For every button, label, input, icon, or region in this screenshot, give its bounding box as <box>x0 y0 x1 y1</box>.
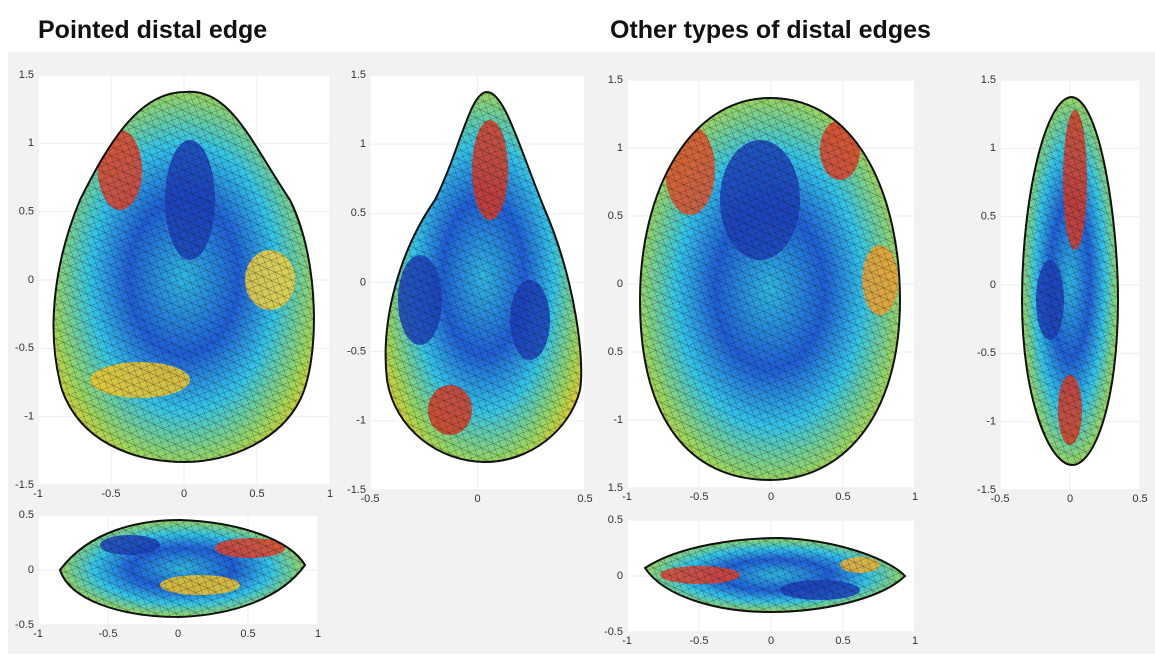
x-tick-label: -0.5 <box>99 628 118 640</box>
y-tick-label: 0 <box>617 570 623 582</box>
y-tick-label: 0 <box>990 279 996 291</box>
y-tick-label: -0.5 <box>15 342 34 354</box>
y-tick-label: -0.5 <box>604 626 623 638</box>
mesh-outline <box>52 90 315 464</box>
x-tick-label: 0 <box>474 493 480 505</box>
y-tick-label: -0.5 <box>15 619 34 631</box>
y-tick-label: 1.5 <box>351 69 366 81</box>
y-tick-label: 0.5 <box>608 346 623 358</box>
y-tick-label: 0.5 <box>351 207 366 219</box>
mesh-wire <box>640 98 900 480</box>
y-tick-label: 1.5 <box>981 74 996 86</box>
y-tick-label: 1.5 <box>19 69 34 81</box>
mesh-wire <box>53 91 314 462</box>
y-tick-label: 0 <box>28 564 34 576</box>
mesh-outline <box>384 90 583 464</box>
mesh-outline <box>1020 95 1120 467</box>
plot-panel: -1 -0.5 0 0.5 1-0.500.5 <box>15 509 321 640</box>
y-tick-label: 0.5 <box>608 514 623 526</box>
x-tick-label: 0 <box>1067 493 1073 505</box>
plot-panel: -0.5 0 0.5 -1.5 -1 -0.5 0 0.5 1 1.5 <box>977 74 1148 505</box>
mesh-wire <box>385 92 582 462</box>
x-tick-label: -0.5 <box>690 491 709 503</box>
y-tick-label: 1.5 <box>608 482 623 494</box>
y-tick-label: -1 <box>24 411 34 423</box>
x-tick-label: -1 <box>622 491 632 503</box>
x-tick-label: -0.5 <box>690 635 709 647</box>
y-tick-label: 0.5 <box>981 211 996 223</box>
y-tick-label: -1.5 <box>977 484 996 496</box>
x-tick-label: 1 <box>315 628 321 640</box>
x-tick-label: 0.5 <box>240 628 255 640</box>
x-tick-label: 1 <box>327 488 333 500</box>
y-tick-label: -0.5 <box>347 346 366 358</box>
x-tick-label: 0.5 <box>249 488 264 500</box>
y-tick-label: -1 <box>356 415 366 427</box>
x-tick-label: -1 <box>33 488 43 500</box>
plot-panel: -0.5 0 0.5 -1.5 -1 -0.5 0 0.5 1 1.5 <box>347 69 593 505</box>
x-tick-label: -0.5 <box>991 493 1010 505</box>
mesh-wire <box>645 538 905 612</box>
x-tick-label: -1 <box>33 628 43 640</box>
x-tick-label: 0 <box>175 628 181 640</box>
x-tick-label: 1 <box>912 635 918 647</box>
x-tick-label: -0.5 <box>102 488 121 500</box>
x-tick-label: 0.5 <box>577 493 592 505</box>
x-tick-label: 0.5 <box>835 635 850 647</box>
y-tick-label: -1.5 <box>347 484 366 496</box>
y-tick-label: 0.5 <box>19 206 34 218</box>
y-tick-label: 0 <box>360 276 366 288</box>
x-tick-label: 0 <box>768 491 774 503</box>
y-tick-label: 0.5 <box>19 509 34 521</box>
mesh-outline <box>643 536 907 614</box>
mesh-wire <box>60 520 305 617</box>
x-tick-label: 0 <box>768 635 774 647</box>
y-tick-label: -1.5 <box>15 479 34 491</box>
mesh-outline <box>638 96 902 482</box>
y-tick-label: 1.5 <box>608 74 623 86</box>
x-tick-label: -0.5 <box>361 493 380 505</box>
y-tick-label: 1 <box>28 137 34 149</box>
x-tick-label: 1 <box>912 491 918 503</box>
mesh-wire <box>1022 97 1118 465</box>
plot-panel: -1 -0.5 0 0.5 1-0.500.5 <box>604 514 918 647</box>
y-tick-label: 1 <box>617 142 623 154</box>
y-tick-label: 0 <box>28 274 34 286</box>
right-title: Other types of distal edges <box>610 16 931 44</box>
x-tick-label: -1 <box>622 635 632 647</box>
plot-panel: -1 -0.5 0 0.5 11.5-10.500.511.5 <box>608 74 918 503</box>
y-tick-label: -0.5 <box>977 347 996 359</box>
y-tick-label: 1 <box>360 138 366 150</box>
y-tick-label: 0 <box>617 278 623 290</box>
x-tick-label: 0.5 <box>835 491 850 503</box>
x-tick-label: 0 <box>181 488 187 500</box>
plot-panel: -1 -0.5 0 0.5 1-1.5-1-0.500.511.5 <box>15 69 333 500</box>
x-tick-label: 0.5 <box>1132 493 1147 505</box>
y-tick-label: -1 <box>986 416 996 428</box>
y-tick-label: 1 <box>990 142 996 154</box>
left-title: Pointed distal edge <box>38 16 267 44</box>
mesh-outline <box>58 518 307 619</box>
y-tick-label: 0.5 <box>608 210 623 222</box>
y-tick-label: -1 <box>613 414 623 426</box>
